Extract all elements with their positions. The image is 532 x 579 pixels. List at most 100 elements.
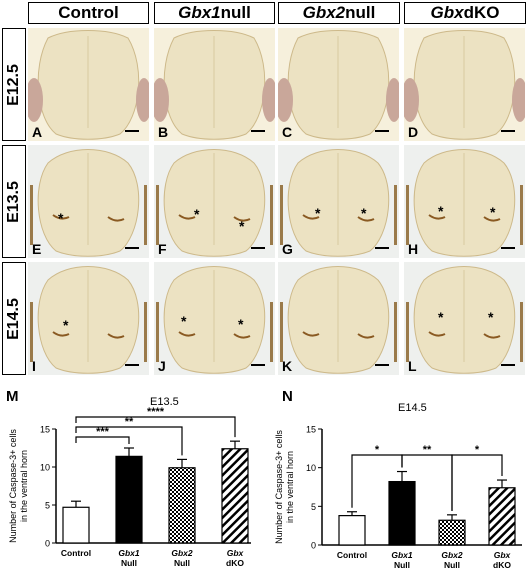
micrograph-panel: E * — [28, 145, 149, 258]
y-tick-label: 5 — [311, 502, 316, 512]
significance-label: * — [475, 444, 480, 456]
y-tick-label: 10 — [306, 463, 316, 473]
micrograph-panel: G * * — [278, 145, 399, 258]
spinal-cord-section-image — [28, 262, 149, 375]
ventral-horn-asterisk: * — [438, 203, 444, 219]
significance-bracket — [75, 426, 183, 456]
bar — [115, 455, 143, 544]
x-tick-label: Gbx2 — [171, 548, 193, 558]
scale-bar — [251, 364, 265, 366]
panel-letter: K — [282, 358, 293, 374]
ventral-horn-asterisk: * — [488, 309, 494, 325]
bar — [438, 519, 466, 546]
ventral-horn-asterisk: * — [361, 205, 367, 221]
micrograph-panel: J * * — [154, 262, 275, 375]
scale-bar — [501, 247, 515, 249]
panel-letter: F — [158, 241, 167, 257]
micrograph-panel: B — [154, 28, 275, 141]
micrograph-panel: I * — [28, 262, 149, 375]
significance-label: *** — [96, 426, 110, 438]
micrograph-panel: K — [278, 262, 399, 375]
chart-n-title: E14.5 — [398, 402, 427, 414]
ventral-horn-asterisk: * — [315, 205, 321, 221]
bar — [62, 506, 90, 544]
row-label-e14-5: E14.5 — [2, 262, 26, 375]
scale-bar — [125, 247, 139, 249]
micrograph-panel: A — [28, 28, 149, 141]
bar — [221, 448, 249, 544]
x-tick-label: Null — [394, 560, 410, 570]
ventral-horn-asterisk: * — [438, 309, 444, 325]
spinal-cord-section-image — [278, 145, 399, 258]
spinal-cord-section-image — [154, 262, 275, 375]
significance-bracket — [75, 436, 130, 444]
y-tick-label: 15 — [40, 425, 50, 435]
bar — [388, 480, 416, 546]
column-header-gbx2-null: Gbx2 null — [278, 2, 400, 24]
x-tick-label: dKO — [226, 558, 244, 568]
row-label-e13-5: E13.5 — [2, 145, 26, 258]
spinal-cord-section-image — [404, 28, 525, 141]
scale-bar — [375, 130, 389, 132]
x-tick-label: Gbx1 — [118, 548, 140, 558]
significance-label: ** — [423, 444, 432, 456]
ventral-horn-asterisk: * — [63, 317, 69, 333]
chart-m: Number of Caspase-3+ cellsin the ventral… — [8, 406, 251, 568]
scale-bar — [375, 364, 389, 366]
panel-letter: C — [282, 124, 293, 140]
x-tick-label: Gbx — [494, 550, 512, 560]
y-tick-label: 5 — [45, 501, 50, 511]
x-tick-label: Null — [444, 560, 460, 570]
bar — [338, 515, 366, 546]
significance-label: **** — [147, 406, 165, 418]
panel-letter: G — [282, 241, 293, 257]
significance-label: * — [375, 444, 380, 456]
micrograph-panel: D — [404, 28, 525, 141]
scale-bar — [125, 130, 139, 132]
x-tick-label: Control — [337, 550, 367, 560]
panel-letter: H — [408, 241, 419, 257]
y-tick-label: 10 — [40, 463, 50, 473]
significance-bracket — [75, 416, 236, 438]
bar — [168, 467, 196, 544]
column-header-gbx-dko: Gbx dKO — [404, 2, 526, 24]
panel-letter-n: N — [282, 388, 293, 405]
y-tick-label: 0 — [45, 539, 50, 549]
spinal-cord-section-image — [28, 145, 149, 258]
spinal-cord-section-image — [278, 262, 399, 375]
chart-n: Number of Caspase-3+ cellsin the ventral… — [274, 425, 522, 570]
x-tick-label: dKO — [493, 560, 511, 570]
spinal-cord-section-image — [154, 28, 275, 141]
spinal-cord-section-image — [154, 145, 275, 258]
column-header-control: Control — [28, 2, 149, 24]
x-tick-label: Control — [61, 548, 91, 558]
ventral-horn-asterisk: * — [238, 316, 244, 332]
y-tick-label: 0 — [311, 541, 316, 551]
y-axis-label: Number of Caspase-3+ cellsin the ventral… — [8, 429, 29, 543]
x-tick-label: Null — [121, 558, 137, 568]
spinal-cord-section-image — [278, 28, 399, 141]
scale-bar — [501, 130, 515, 132]
row-label-e12-5: E12.5 — [2, 28, 26, 141]
x-tick-label: Gbx — [227, 548, 245, 558]
scale-bar — [375, 247, 389, 249]
ventral-horn-asterisk: * — [194, 206, 200, 222]
micrograph-panel: C — [278, 28, 399, 141]
column-header-gbx1-null: Gbx1 null — [154, 2, 275, 24]
x-tick-label: Gbx2 — [441, 550, 463, 560]
spinal-cord-section-image — [404, 145, 525, 258]
ventral-horn-asterisk: * — [58, 210, 64, 226]
significance-bracket — [451, 454, 503, 511]
scale-bar — [251, 130, 265, 132]
scale-bar — [251, 247, 265, 249]
ventral-horn-asterisk: * — [181, 313, 187, 329]
panel-letter: L — [408, 358, 417, 374]
panel-letter-m: M — [6, 388, 19, 405]
scale-bar — [125, 364, 139, 366]
significance-label: ** — [125, 416, 134, 428]
panel-letter: E — [32, 241, 42, 257]
micrograph-panel: L * * — [404, 262, 525, 375]
y-axis-label: Number of Caspase-3+ cellsin the ventral… — [274, 430, 295, 544]
x-tick-label: Gbx1 — [391, 550, 413, 560]
panel-letter: J — [158, 358, 166, 374]
